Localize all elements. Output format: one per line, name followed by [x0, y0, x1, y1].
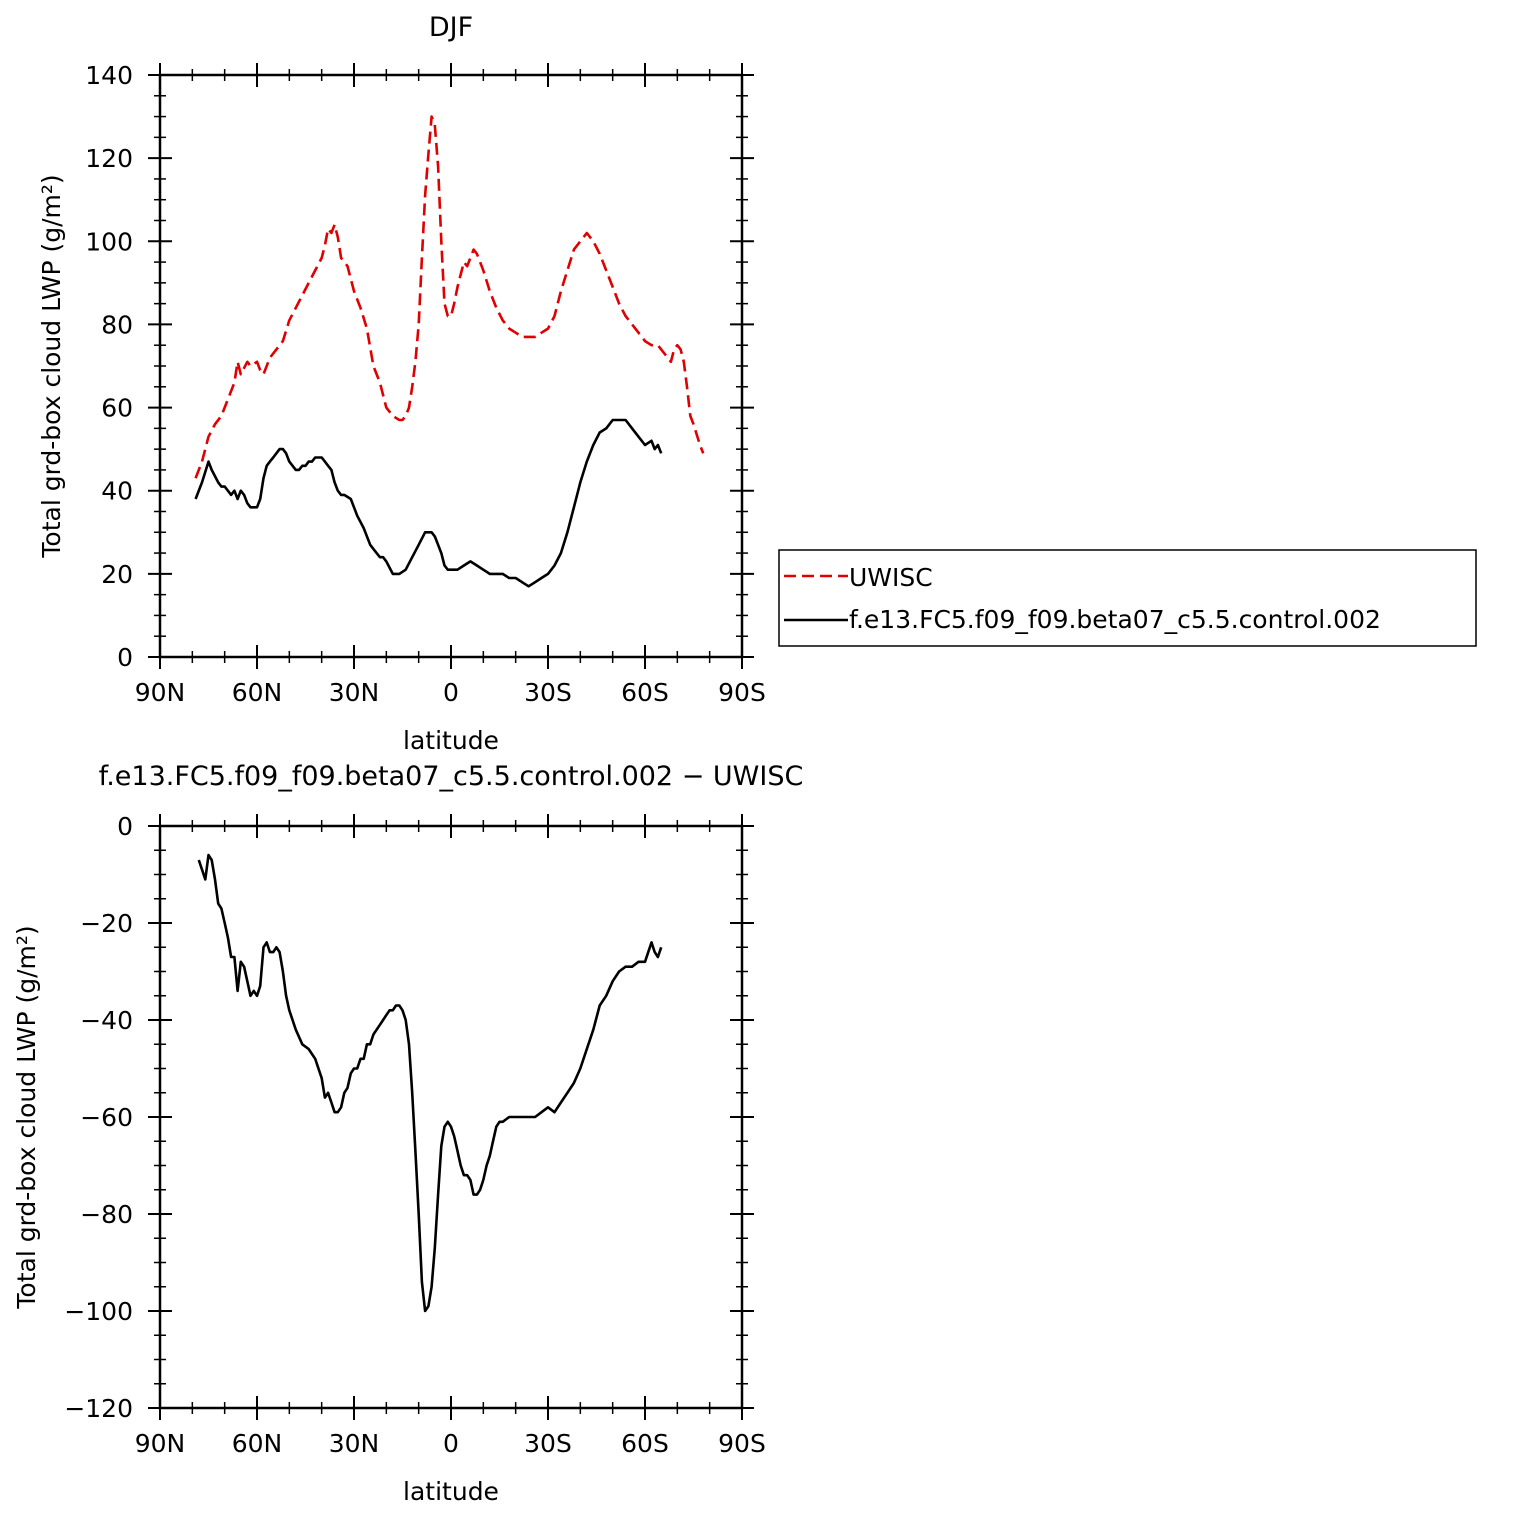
legend-label-control: f.e13.FC5.f09_f09.beta07_c5.5.control.00…	[849, 605, 1381, 634]
top-y-tick-label: 80	[101, 310, 133, 339]
top-x-tick-label: 0	[443, 678, 459, 707]
legend-label-uwisc: UWISC	[849, 563, 933, 592]
bottom-x-tick-label: 0	[443, 1429, 459, 1458]
top-y-tick-label: 120	[85, 144, 133, 173]
top-series-line-0	[194, 115, 705, 479]
bottom-x-tick-label: 60N	[232, 1429, 283, 1458]
bottom-y-axis-label: Total grd-box cloud LWP (g/m²)	[12, 925, 41, 1309]
legend-box	[778, 549, 1477, 647]
bottom-x-axis-label: latitude	[403, 1477, 499, 1506]
bottom-series-group	[197, 853, 663, 1313]
top-y-tick-label: 0	[117, 643, 133, 672]
legend: UWISC f.e13.FC5.f09_f09.beta07_c5.5.cont…	[778, 549, 1477, 647]
top-plot-frame	[158, 73, 744, 659]
top-x-tick-label: 60N	[232, 678, 283, 707]
bottom-x-tick-label: 30N	[329, 1429, 380, 1458]
top-y-axis-label: Total grd-box cloud LWP (g/m²)	[37, 174, 66, 558]
bottom-y-tick-label: −40	[80, 1006, 133, 1035]
bottom-x-tick-label: 60S	[621, 1429, 669, 1458]
top-series-group	[194, 115, 705, 588]
bottom-y-tick-label: 0	[117, 812, 133, 841]
top-y-tick-label: 140	[85, 61, 133, 90]
top-x-axis-label: latitude	[403, 726, 499, 755]
bottom-tick-labels: 90N 60N 30N 0 30S 60S 90S −120 −100 −80 −60 −40 −20 0	[64, 812, 766, 1458]
bottom-axis-ticks	[148, 814, 754, 1420]
top-x-tick-label: 30N	[329, 678, 380, 707]
bottom-plot-frame	[158, 824, 744, 1410]
bottom-y-tick-label: −100	[64, 1297, 133, 1326]
top-x-tick-label: 90N	[135, 678, 186, 707]
top-x-tick-label: 60S	[621, 678, 669, 707]
bottom-x-tick-label: 90N	[135, 1429, 186, 1458]
top-y-tick-label: 40	[101, 477, 133, 506]
bottom-x-tick-label: 30S	[524, 1429, 572, 1458]
bottom-x-tick-label: 90S	[718, 1429, 766, 1458]
bottom-panel: f.e13.FC5.f09_f09.beta07_c5.5.control.00…	[12, 761, 803, 1506]
top-y-tick-label: 20	[101, 560, 133, 589]
top-panel: DJF Total grd-box cloud LWP (g/m²) latit…	[37, 12, 766, 755]
bottom-chart-title: f.e13.FC5.f09_f09.beta07_c5.5.control.00…	[99, 761, 804, 792]
top-series-line-1	[194, 418, 663, 588]
bottom-y-tick-label: −80	[80, 1200, 133, 1229]
top-chart-title: DJF	[429, 12, 473, 43]
bottom-y-tick-label: −120	[64, 1394, 133, 1423]
bottom-y-tick-label: −60	[80, 1103, 133, 1132]
top-tick-labels: 90N 60N 30N 0 30S 60S 90S 0 20 40 60 80 100 120 140	[85, 61, 766, 707]
bottom-y-tick-label: −20	[80, 909, 133, 938]
top-x-tick-label: 90S	[718, 678, 766, 707]
bottom-series-line-0	[197, 853, 663, 1313]
top-x-tick-label: 30S	[524, 678, 572, 707]
top-y-tick-label: 100	[85, 227, 133, 256]
top-y-tick-label: 60	[101, 394, 133, 423]
